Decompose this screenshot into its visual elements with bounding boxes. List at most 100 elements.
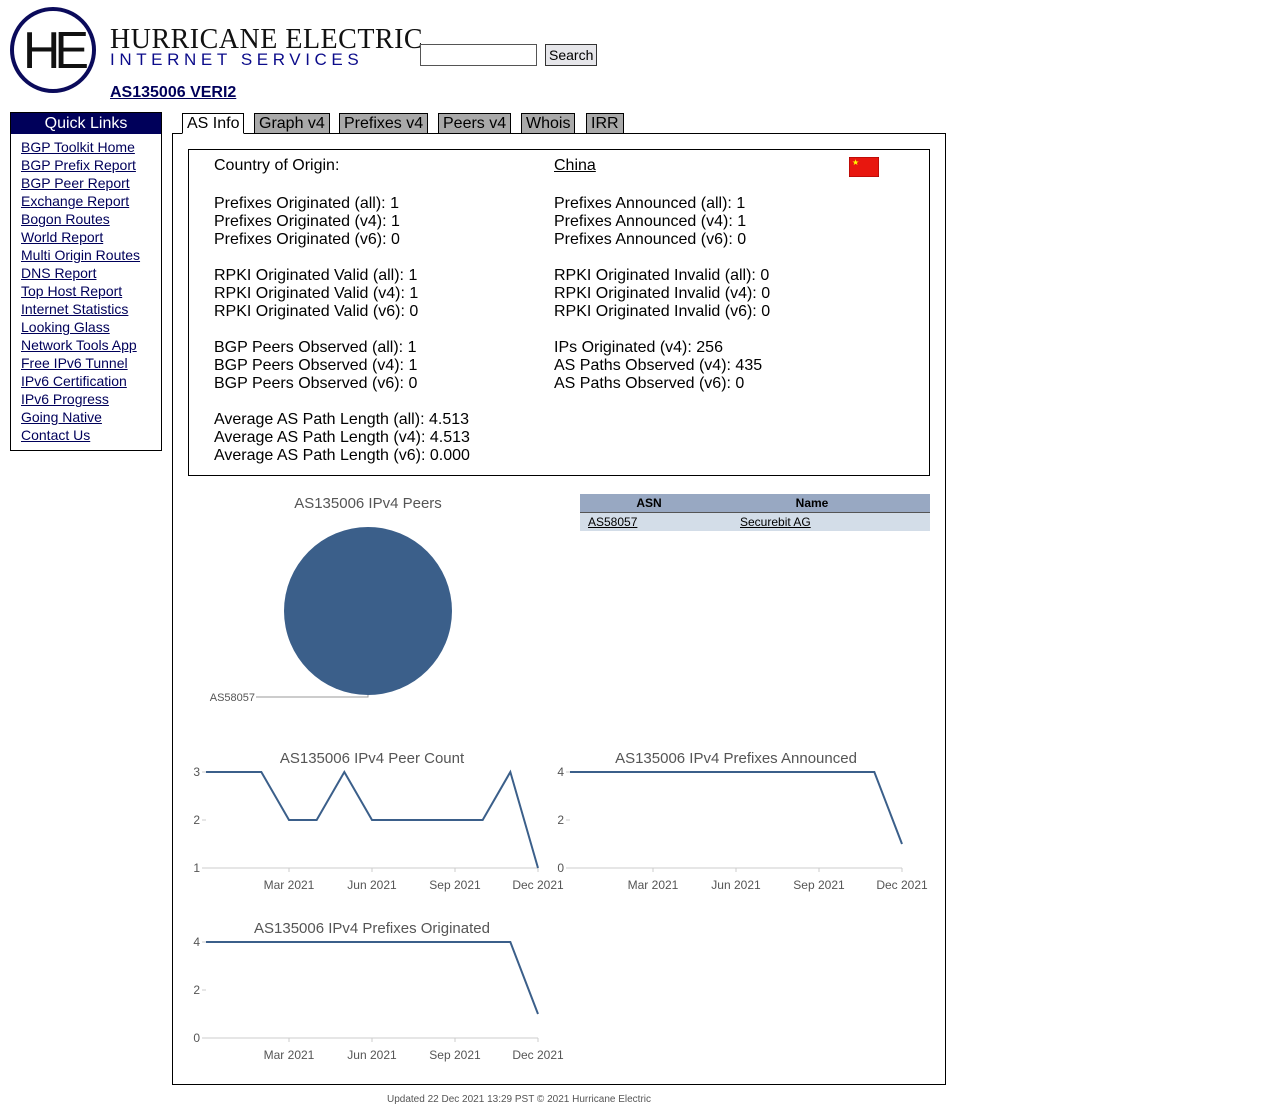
chart-title: AS135006 IPv4 Peers xyxy=(294,495,442,512)
y-tick-label: 4 xyxy=(193,935,200,949)
info-row: Average AS Path Length (all): 4.513 xyxy=(214,411,469,429)
y-tick-label: 4 xyxy=(557,765,564,779)
quick-link[interactable]: IPv6 Certification xyxy=(21,373,127,389)
info-value: 0 xyxy=(390,231,400,248)
info-label: Prefixes Announced (v6): xyxy=(554,231,733,248)
quick-link[interactable]: Network Tools App xyxy=(21,337,137,353)
info-row: Prefixes Originated (v4): 1 xyxy=(214,213,400,231)
info-value: 1 xyxy=(408,357,418,374)
quick-link[interactable]: DNS Report xyxy=(21,265,97,281)
info-value: 0 xyxy=(761,303,771,320)
info-value: 1 xyxy=(390,195,399,212)
x-tick-label: Dec 2021 xyxy=(512,878,564,892)
quick-link[interactable]: BGP Toolkit Home xyxy=(21,139,135,155)
x-tick-label: Dec 2021 xyxy=(876,878,928,892)
quick-link[interactable]: BGP Peer Report xyxy=(21,175,130,191)
info-value: 0 xyxy=(760,267,770,284)
line-series xyxy=(206,769,539,869)
x-tick-label: Jun 2021 xyxy=(347,1048,397,1062)
info-label: RPKI Originated Valid (v6): xyxy=(214,303,405,320)
y-tick-label: 2 xyxy=(193,813,200,827)
pie-slice xyxy=(284,527,452,695)
info-row: RPKI Originated Valid (all): 1 xyxy=(214,267,417,285)
leader-line xyxy=(256,695,369,698)
info-value: 1 xyxy=(736,195,746,212)
info-label: Average AS Path Length (v6): xyxy=(214,447,426,464)
logo: HE xyxy=(10,7,96,93)
info-row: AS Paths Observed (v6): 0 xyxy=(554,375,744,393)
info-row: Prefixes Announced (all): 1 xyxy=(554,195,745,213)
quick-link[interactable]: Multi Origin Routes xyxy=(21,247,141,263)
footer: Updated 22 Dec 2021 13:29 PST © 2021 Hur… xyxy=(387,1094,652,1105)
as-title[interactable]: AS135006 VERI2 xyxy=(110,84,237,101)
quick-link[interactable]: Looking Glass xyxy=(21,319,110,335)
info-value: 0 xyxy=(735,375,745,392)
info-row: RPKI Originated Invalid (v4): 0 xyxy=(554,285,770,303)
tab[interactable]: Whois xyxy=(521,113,576,134)
info-row: RPKI Originated Valid (v6): 0 xyxy=(214,303,418,321)
info-value: 435 xyxy=(735,357,763,374)
info-label: Prefixes Announced (v4): xyxy=(554,213,733,230)
info-row: BGP Peers Observed (all): 1 xyxy=(214,339,416,357)
info-label: BGP Peers Observed (all): xyxy=(214,339,404,356)
info-value: 1 xyxy=(737,213,747,230)
quick-link[interactable]: Top Host Report xyxy=(21,283,123,299)
logo-ring xyxy=(10,7,96,93)
header-cell: Name xyxy=(795,496,829,510)
chart-title: AS135006 IPv4 Prefixes Originated xyxy=(254,920,490,937)
country[interactable]: China xyxy=(554,157,596,174)
quick-link[interactable]: BGP Prefix Report xyxy=(21,157,136,173)
x-tick-label: Sep 2021 xyxy=(793,878,845,892)
x-tick-label: Dec 2021 xyxy=(512,1048,564,1062)
info-value: 1 xyxy=(409,285,419,302)
y-tick-label: 0 xyxy=(193,1031,200,1045)
info-label: Prefixes Announced (all): xyxy=(554,195,732,212)
quick-link[interactable]: Free IPv6 Tunnel xyxy=(21,355,128,371)
info-value: 4.513 xyxy=(429,429,470,446)
info-label: Average AS Path Length (v4): xyxy=(214,429,426,446)
info-row: RPKI Originated Invalid (all): 0 xyxy=(554,267,769,285)
info-value: 1 xyxy=(407,339,417,356)
table-row: AS58057 Securebit AG xyxy=(580,513,930,531)
svg-text:★: ★ xyxy=(852,158,859,167)
quick-link[interactable]: Internet Statistics xyxy=(21,301,129,317)
content-panel xyxy=(172,133,946,1085)
quick-links: Quick Links BGP Toolkit Home BGP Prefix Re… xyxy=(10,112,162,451)
quick-link[interactable]: Going Native xyxy=(21,409,102,425)
info-value: 0 xyxy=(409,303,419,320)
info-row: Prefixes Originated (all): 1 xyxy=(214,195,399,213)
info-row: Average AS Path Length (v4): 4.513 xyxy=(214,429,470,447)
flag: ★ xyxy=(849,157,879,177)
info-value: 0 xyxy=(737,231,747,248)
x-tick-label: Mar 2021 xyxy=(264,878,315,892)
quick-link[interactable]: Bogon Routes xyxy=(21,211,110,227)
info-label: BGP Peers Observed (v4): xyxy=(214,357,404,374)
quick-link[interactable]: World Report xyxy=(21,229,104,245)
info-label: AS Paths Observed (v6): xyxy=(554,375,731,392)
quick-link[interactable]: Exchange Report xyxy=(21,193,130,209)
quick-link[interactable]: Contact Us xyxy=(21,427,91,443)
tab[interactable]: Peers v4 xyxy=(438,113,512,134)
info-row: RPKI Originated Valid (v4): 1 xyxy=(214,285,418,303)
info-row: AS Paths Observed (v4): 435 xyxy=(554,357,762,375)
search-button[interactable]: Search xyxy=(545,44,598,66)
info-value: 4.513 xyxy=(428,411,470,428)
cell[interactable]: Securebit AG xyxy=(740,515,811,529)
info-label: RPKI Originated Invalid (all): xyxy=(554,267,756,284)
as-info-box: Country of Origin: China ★ Prefixes Orig… xyxy=(188,149,930,476)
cell[interactable]: AS58057 xyxy=(588,515,638,529)
table-header: ASN Name xyxy=(580,494,930,513)
line-series xyxy=(570,771,903,845)
tab[interactable]: AS Info xyxy=(182,113,245,134)
search-input[interactable] xyxy=(420,44,537,66)
tab[interactable]: IRR xyxy=(586,113,624,134)
peers-table: ASN Name AS58057 Securebit AG xyxy=(580,494,930,531)
quick-link[interactable]: IPv6 Progress xyxy=(21,391,109,407)
info-label: Prefixes Originated (all): xyxy=(214,195,386,212)
info-row: Prefixes Originated (v6): 0 xyxy=(214,231,400,249)
x-tick-label: Mar 2021 xyxy=(264,1048,315,1062)
header-cell: ASN xyxy=(636,496,662,510)
y-tick-label: 3 xyxy=(193,765,200,779)
chart-title: AS135006 IPv4 Peer Count xyxy=(280,750,465,767)
info-row: Prefixes Announced (v6): 0 xyxy=(554,231,746,249)
